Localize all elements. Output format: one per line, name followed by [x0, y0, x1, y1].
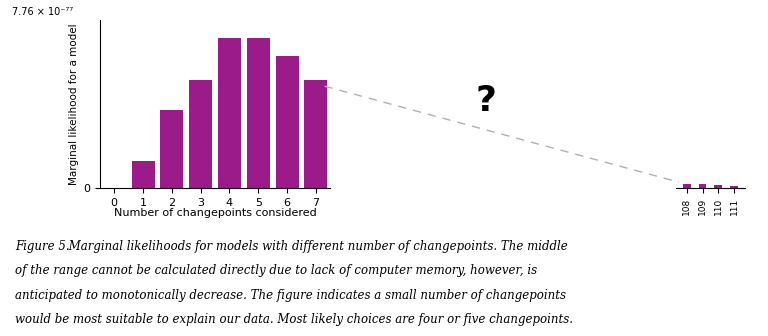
Bar	[247, 38, 270, 188]
Text: ?: ?	[476, 84, 497, 118]
Bar	[189, 80, 212, 188]
Bar	[103, 187, 126, 188]
Text: Marginal likelihoods for models with different number of changepoints. The middl: Marginal likelihoods for models with dif…	[65, 240, 568, 253]
Bar	[161, 110, 184, 188]
Text: anticipated to monotonically decrease. The figure indicates a small number of ch: anticipated to monotonically decrease. T…	[15, 289, 566, 302]
Bar	[714, 185, 722, 188]
Text: would be most suitable to explain our data. Most likely choices are four or five: would be most suitable to explain our da…	[15, 313, 574, 326]
Bar	[131, 161, 154, 188]
Text: Number of changepoints considered: Number of changepoints considered	[114, 208, 316, 218]
Text: of the range cannot be calculated directly due to lack of computer memory, howev: of the range cannot be calculated direct…	[15, 264, 538, 278]
Bar	[276, 56, 299, 188]
Text: 7.76 × 10⁻⁷⁷: 7.76 × 10⁻⁷⁷	[12, 7, 74, 17]
Bar	[218, 38, 241, 188]
Bar	[304, 80, 327, 188]
Bar	[730, 186, 738, 188]
Bar	[683, 184, 690, 188]
Y-axis label: Marginal likelihood for a model: Marginal likelihood for a model	[69, 23, 79, 185]
Text: Figure 5.: Figure 5.	[15, 240, 70, 253]
Bar	[699, 184, 707, 188]
